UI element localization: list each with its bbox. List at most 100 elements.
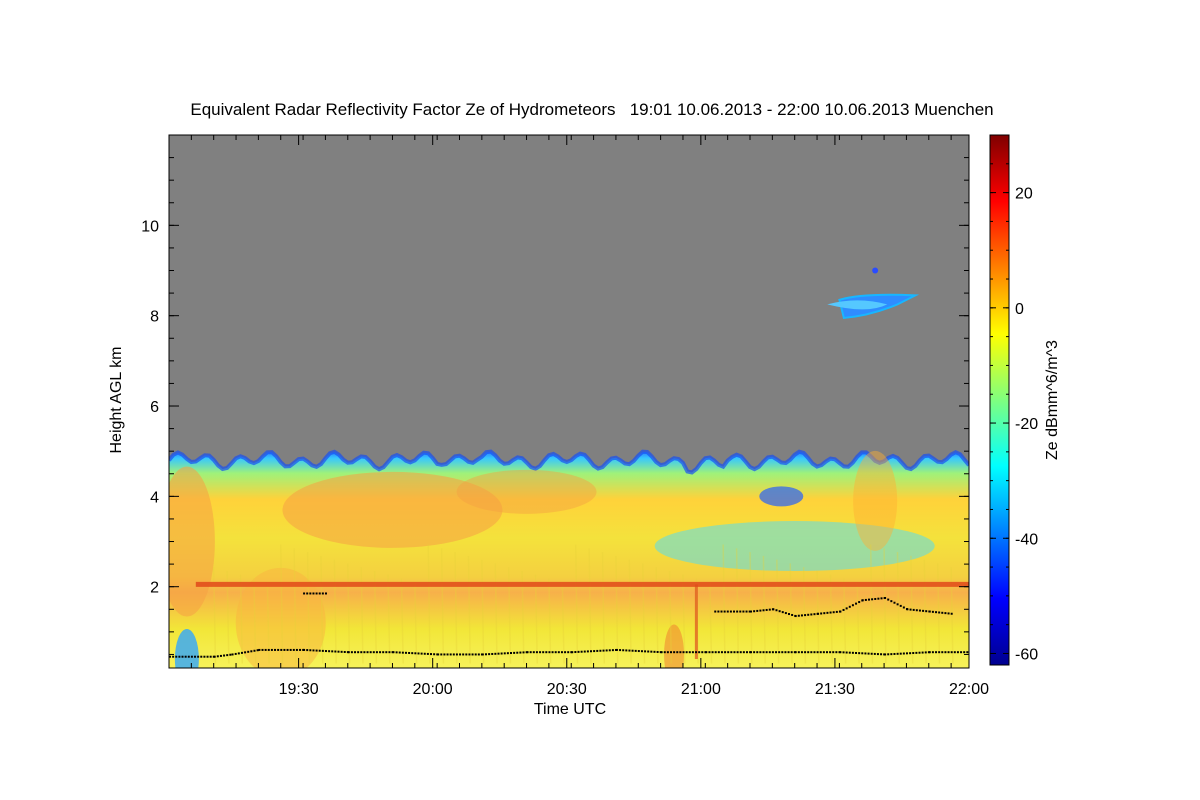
cloud-base-point	[306, 649, 309, 652]
cloud-base-point	[423, 652, 426, 655]
cloud-base-point	[804, 651, 807, 654]
cloud-base-point	[742, 610, 745, 613]
cloud-base-point	[928, 651, 931, 654]
cloud-base-point	[574, 651, 577, 654]
cloud-base-point	[730, 651, 733, 654]
cloud-base-point	[532, 651, 535, 654]
cloud-base-point	[545, 651, 548, 654]
cloud-base-point	[756, 609, 759, 612]
cloud-base-point	[928, 610, 931, 613]
cloud-base-point	[321, 592, 324, 595]
cloud-base-point	[724, 651, 727, 654]
cloud-base-point	[350, 651, 353, 654]
colorbar-tick-label: -40	[1015, 531, 1038, 548]
cloud-base-point	[200, 655, 203, 658]
cloud-base-point	[705, 651, 708, 654]
cloud-base-point	[800, 614, 803, 617]
cloud-base-point	[455, 653, 458, 656]
cloud-base-point	[510, 652, 513, 655]
cloud-base-point	[590, 650, 593, 653]
cloud-base-point	[586, 650, 589, 653]
cloud-base-point	[459, 653, 462, 656]
cloud-base-point	[321, 649, 324, 652]
cloud-base-point	[443, 653, 446, 656]
cloud-base-point	[845, 607, 848, 610]
cloud-base-point	[481, 653, 484, 656]
cloud-base-point	[880, 597, 883, 600]
cloud-base-point	[794, 651, 797, 654]
cloud-base-point	[357, 651, 360, 654]
cloud-base-point	[548, 651, 551, 654]
cloud-base-point	[644, 650, 647, 653]
cloud-base-point	[660, 651, 663, 654]
cloud-base-point	[229, 653, 232, 656]
cloud-base-point	[169, 655, 171, 658]
cloud-base-point	[312, 649, 315, 652]
cloud-base-point	[813, 613, 816, 616]
cloud-base-point	[797, 651, 800, 654]
cloud-base-point	[775, 609, 778, 612]
cloud-base-point	[309, 649, 312, 652]
cloud-base-point	[966, 651, 969, 654]
cloud-base-point	[963, 651, 966, 654]
cloud-base-point	[899, 604, 902, 607]
cloud-base-point	[223, 654, 226, 657]
reflectivity-core	[853, 450, 898, 551]
cloud-base-point	[800, 651, 803, 654]
cloud-base-point	[599, 649, 602, 652]
cloud-base-point	[247, 650, 250, 653]
cloud-base-point	[880, 653, 883, 656]
cloud-base-point	[250, 650, 253, 653]
cloud-base-point	[184, 655, 187, 658]
cloud-base-point	[519, 651, 522, 654]
cloud-base-point	[577, 650, 580, 653]
cloud-base-point	[560, 651, 563, 654]
cloud-base-point	[753, 651, 756, 654]
cloud-base-point	[874, 597, 877, 600]
cloud-base-point	[829, 611, 832, 614]
cloud-base-point	[813, 651, 816, 654]
fall-streak	[641, 563, 646, 664]
cloud-base-point	[571, 651, 574, 654]
cloud-base-point	[216, 655, 219, 658]
cloud-base-point	[855, 602, 858, 605]
x-tick-label: 21:00	[681, 681, 721, 698]
cloud-base-point	[334, 650, 337, 653]
cloud-base-point	[944, 651, 947, 654]
cloud-base-point	[733, 651, 736, 654]
y-tick-label: 8	[150, 309, 159, 326]
cloud-base-point	[324, 650, 327, 653]
cloud-base-point	[906, 608, 909, 611]
plot-frame	[168, 134, 970, 669]
cloud-base-point	[742, 651, 745, 654]
cloud-base-point	[494, 652, 497, 655]
chart-title: Equivalent Radar Reflectivity Factor Ze …	[190, 100, 993, 119]
cloud-base-point	[471, 653, 474, 656]
cloud-base-point	[861, 599, 864, 602]
cloud-base-point	[858, 652, 861, 655]
cloud-base-point	[864, 652, 867, 655]
cloud-base-point	[395, 651, 398, 654]
cloud-base-point	[303, 592, 306, 595]
cloud-base-point	[915, 651, 918, 654]
fall-streak	[347, 563, 351, 664]
cloud-base-point	[832, 611, 835, 614]
cloud-base-point	[468, 653, 471, 656]
cloud-base-point	[925, 610, 928, 613]
cloud-base-point	[306, 592, 309, 595]
cloud-base-point	[938, 611, 941, 614]
cloud-base-point	[902, 652, 905, 655]
cloud-base-point	[867, 598, 870, 601]
cloud-base-point	[896, 603, 899, 606]
cloud-base-point	[807, 613, 810, 616]
plot-area	[168, 134, 970, 669]
cloud-base-point	[832, 651, 835, 654]
cloud-base-point	[628, 649, 631, 652]
cloud-base-point	[810, 613, 813, 616]
cloud-base-point	[625, 649, 628, 652]
fall-streak	[601, 552, 606, 664]
fall-streak	[387, 574, 391, 664]
fall-streak	[776, 559, 780, 664]
cloud-base-point	[688, 651, 691, 654]
cloud-base-point	[408, 651, 411, 654]
